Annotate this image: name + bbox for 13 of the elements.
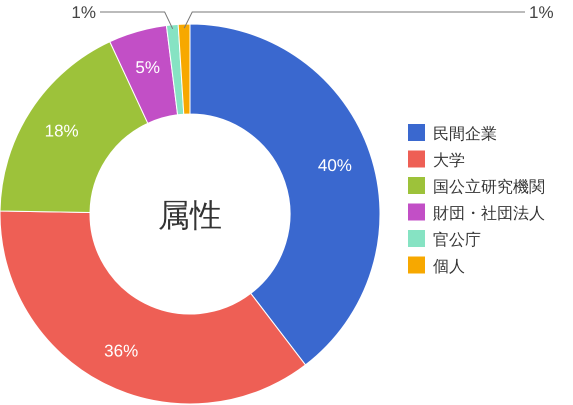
legend-label: 財団・社団法人 bbox=[433, 204, 545, 222]
data-label: 1% bbox=[529, 3, 554, 22]
data-label: 18% bbox=[44, 122, 79, 141]
data-label: 1% bbox=[71, 3, 96, 22]
legend-label: 個人 bbox=[433, 258, 465, 276]
data-label: 5% bbox=[135, 58, 160, 77]
data-label: 40% bbox=[318, 156, 352, 175]
legend-label: 官公庁 bbox=[433, 231, 481, 249]
legend-label: 民間企業 bbox=[433, 125, 497, 143]
legend-label: 国公立研究機関 bbox=[433, 178, 545, 196]
legend-label: 大学 bbox=[433, 152, 465, 170]
data-label: 36% bbox=[104, 342, 138, 361]
text: 属性 bbox=[158, 197, 222, 233]
